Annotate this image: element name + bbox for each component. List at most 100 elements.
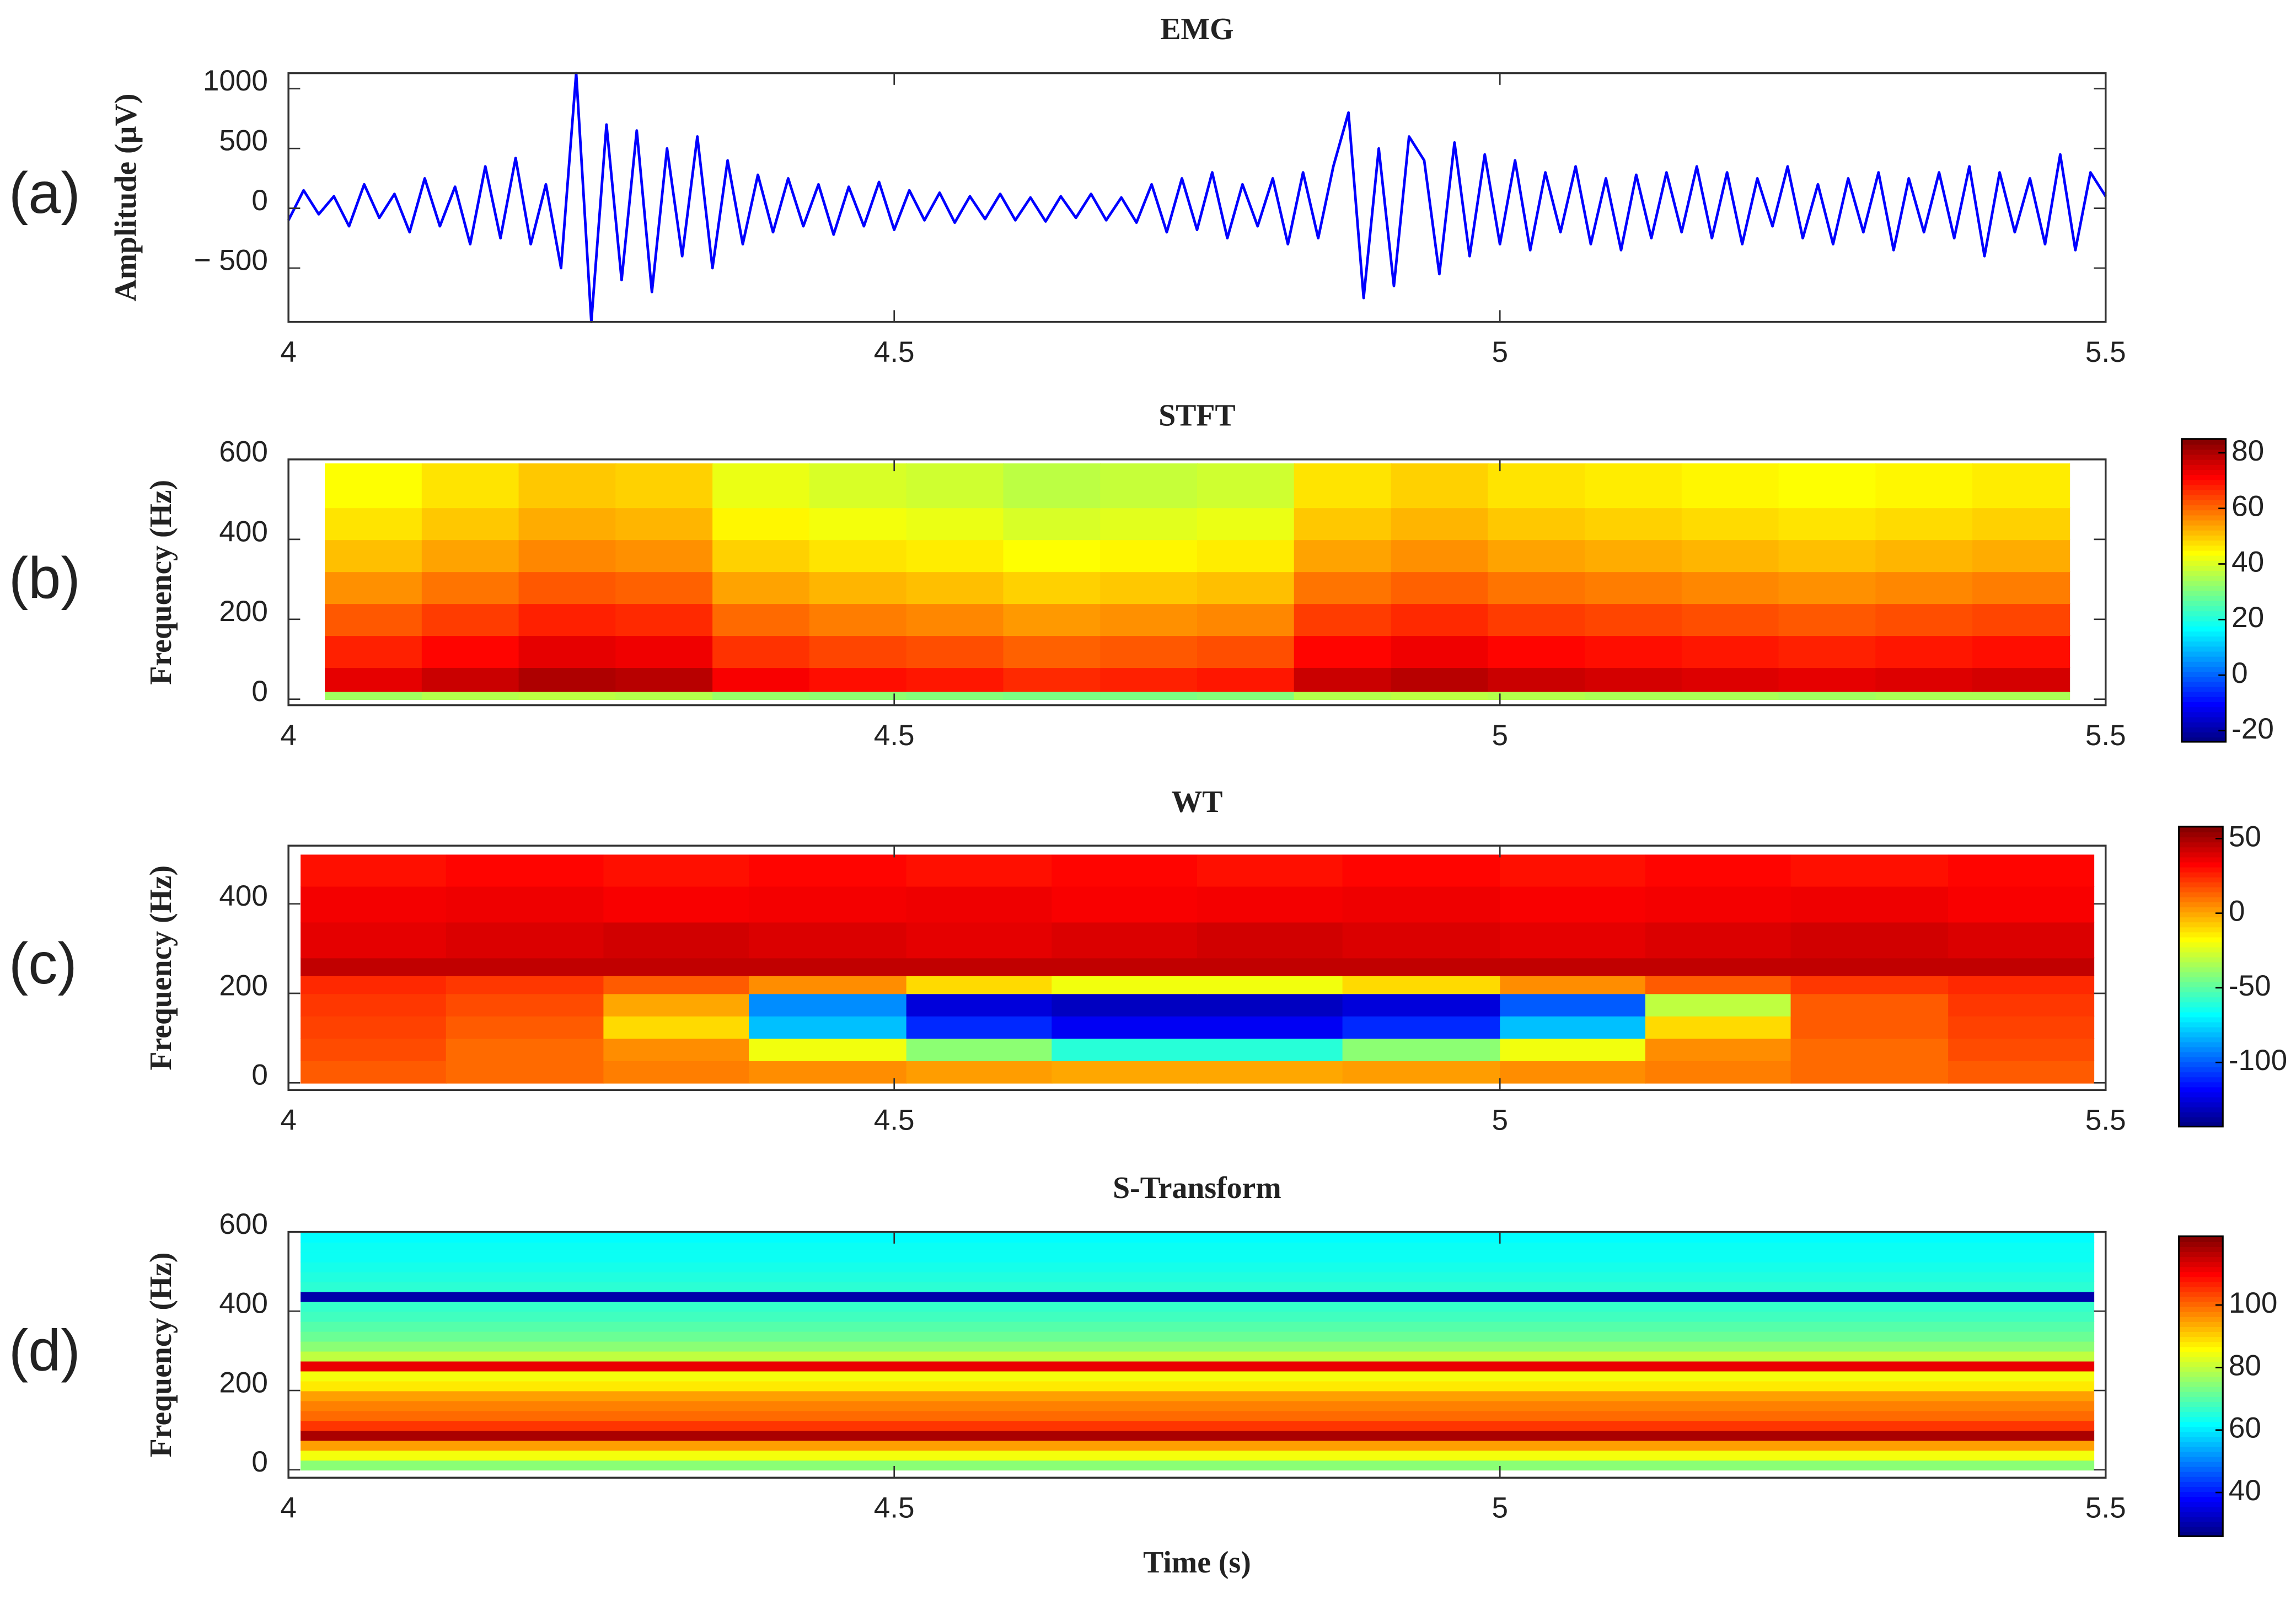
colorbar-gradient: [2181, 691, 2226, 697]
heatmap-cell: [615, 635, 714, 668]
colorbar-gradient: [2179, 1076, 2223, 1083]
y-axis-label: Amplitude (µV): [109, 94, 143, 302]
panel: WT (c) Frequency (Hz) 50 0 -50 -100 4 4.5 5 5.5 400…: [9, 785, 2287, 1137]
heatmap-cell: [1391, 507, 1489, 541]
heatmap-cell: [518, 571, 616, 604]
colorbar-gradient: [2179, 826, 2223, 833]
heatmap-cell: [1488, 603, 1586, 636]
heatmap-cell: [301, 1242, 2095, 1253]
colorbar-gradient: [2179, 971, 2223, 977]
heatmap-cell: [712, 571, 811, 604]
colorbar-gradient: [2179, 1371, 2223, 1377]
heatmap-cell: [1003, 507, 1101, 541]
heatmap-cell: [1585, 603, 1683, 636]
colorbar-gradient: [2181, 701, 2226, 708]
colorbar-gradient: [2179, 956, 2223, 962]
colorbar-gradient: [2181, 630, 2226, 637]
heatmap-cell: [1585, 635, 1683, 668]
heatmap-cell: [301, 1291, 2095, 1302]
y-tick-label: 200: [219, 969, 268, 1002]
heatmap-cell: [603, 1060, 750, 1084]
heatmap-cell: [301, 854, 447, 887]
colorbar-tick-label: -20: [2231, 713, 2274, 745]
colorbar-tick-label: 60: [2231, 490, 2264, 523]
heatmap-cell: [712, 635, 811, 668]
heatmap-cell: [749, 975, 907, 994]
colorbar-gradient: [2179, 862, 2223, 868]
colorbar-gradient: [2181, 716, 2226, 723]
colorbar-gradient: [2181, 605, 2226, 612]
colorbar-gradient: [2181, 438, 2226, 445]
heatmap-cell: [1585, 539, 1683, 573]
colorbar-gradient: [2179, 1301, 2223, 1307]
colorbar-gradient: [2179, 831, 2223, 838]
y-tick-label: 600: [219, 435, 268, 468]
x-tick-label: 4.5: [874, 336, 915, 368]
heatmap-cell: [1342, 886, 1501, 923]
colorbar-gradient: [2179, 876, 2223, 882]
heatmap-cell: [1681, 507, 1779, 541]
heatmap-cell: [1294, 539, 1392, 573]
panel: S-Transform (d) Frequency (Hz) Time (s) 100 8…: [9, 1171, 2278, 1580]
heatmap-cell: [325, 463, 423, 509]
heatmap-cell: [712, 463, 811, 509]
heatmap-cell: [906, 603, 1004, 636]
colorbar-gradient: [2179, 1361, 2223, 1367]
heatmap-cell: [1197, 975, 1343, 994]
heatmap-cell: [1294, 667, 1392, 692]
heatmap-cell: [421, 667, 519, 692]
colorbar-gradient: [2179, 1092, 2223, 1098]
x-axis-label: Time (s): [1143, 1545, 1251, 1580]
heatmap-cell: [1100, 603, 1198, 636]
heatmap-cell: [749, 957, 907, 976]
colorbar-gradient: [2179, 1501, 2223, 1507]
plot-frame: [287, 458, 2107, 707]
heatmap-cell: [1948, 957, 2095, 976]
y-tick-label: 0: [251, 184, 268, 217]
heatmap-cell: [1003, 539, 1101, 573]
colorbar-gradient: [2181, 484, 2226, 490]
colorbar-tick-label: 100: [2229, 1287, 2278, 1319]
heatmap-cell: [1681, 539, 1779, 573]
heatmap-cell: [1294, 507, 1392, 541]
heatmap-cell: [749, 886, 907, 923]
heatmap-cell: [421, 507, 519, 541]
colorbar-gradient: [2181, 686, 2226, 692]
heatmap-cell: [1294, 635, 1392, 668]
heatmap-cell: [1681, 667, 1779, 692]
colorbar-gradient: [2179, 1461, 2223, 1467]
colorbar-tick-label: 20: [2231, 601, 2264, 634]
colorbar-gradient: [2179, 1031, 2223, 1037]
heatmap-cell: [1948, 975, 2095, 994]
colorbar-gradient: [2179, 1411, 2223, 1417]
colorbar-gradient: [2179, 1316, 2223, 1322]
panel-title: EMG: [1160, 12, 1233, 46]
heatmap-cell: [1197, 539, 1295, 573]
heatmap-cell: [1003, 635, 1101, 668]
heatmap-cell: [1342, 922, 1501, 959]
heatmap-cell: [1972, 571, 2070, 604]
heatmap-cell: [446, 1015, 604, 1039]
x-tick-label: 4.5: [874, 719, 915, 752]
heatmap-cell: [1875, 571, 1973, 604]
colorbar-gradient: [2181, 666, 2226, 672]
heatmap-cell: [1197, 1060, 1343, 1084]
colorbar-gradient: [2179, 1306, 2223, 1312]
colorbar-gradient: [2179, 1106, 2223, 1112]
colorbar-gradient: [2181, 459, 2226, 465]
colorbar-gradient: [2179, 1341, 2223, 1347]
colorbar-gradient: [2181, 509, 2226, 516]
colorbar-gradient: [2179, 1326, 2223, 1333]
heatmap-cell: [712, 667, 811, 692]
heatmap-cell: [1948, 1038, 2095, 1062]
colorbar-gradient: [2181, 651, 2226, 657]
heatmap-cell: [1003, 463, 1101, 509]
colorbar-gradient: [2179, 1046, 2223, 1052]
colorbar-gradient: [2179, 1001, 2223, 1008]
colorbar-gradient: [2179, 1476, 2223, 1482]
colorbar-gradient: [2181, 474, 2226, 480]
heatmap-cell: [1488, 635, 1586, 668]
colorbar-gradient: [2179, 946, 2223, 953]
heatmap-cell: [421, 691, 519, 700]
x-tick-label: 5: [1492, 1104, 1508, 1137]
